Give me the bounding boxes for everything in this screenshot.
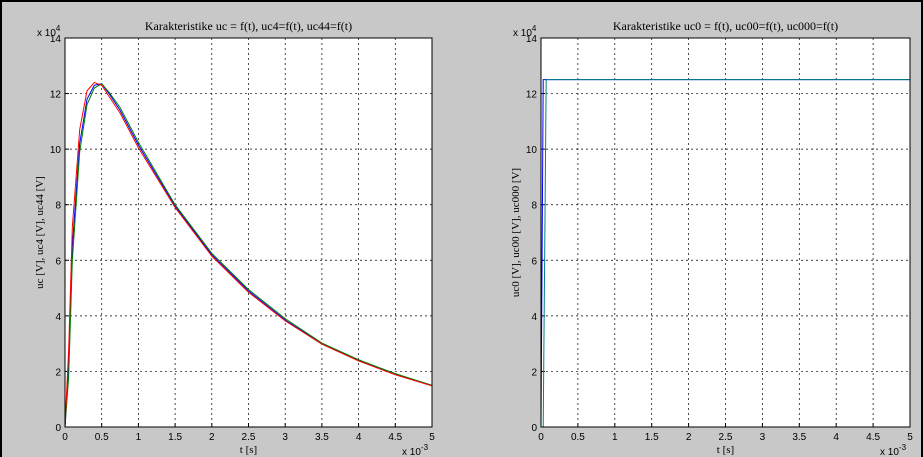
x-tick-label: 0 bbox=[62, 432, 68, 443]
x-tick-label: 0 bbox=[538, 432, 544, 443]
data-line bbox=[64, 81, 433, 428]
y-tick-label: 14 bbox=[526, 34, 538, 45]
y-tick-label: 0 bbox=[531, 423, 537, 434]
x-tick-label: 2 bbox=[209, 432, 215, 443]
x-multiplier: x 10-3 bbox=[402, 443, 429, 457]
y-tick-label: 2 bbox=[531, 367, 537, 378]
x-tick-label: 3.5 bbox=[315, 432, 329, 443]
x-tick-label: 4 bbox=[833, 432, 839, 443]
x-tick-label: 4 bbox=[356, 432, 362, 443]
x-multiplier-base: x 10 bbox=[880, 447, 899, 457]
x-tick-label: 1.5 bbox=[168, 432, 182, 443]
y-tick-label: 10 bbox=[50, 145, 62, 156]
x-tick-label: 4.5 bbox=[866, 432, 880, 443]
x-tick-label: 2 bbox=[686, 432, 692, 443]
x-axis-label: t [s] bbox=[240, 444, 257, 456]
y-axis-label: uc0 [V], uc00 [V], uc000 [V] bbox=[510, 168, 522, 297]
y-tick-label: 0 bbox=[55, 423, 61, 434]
x-tick-label: 5 bbox=[429, 432, 435, 443]
x-tick-label: 1 bbox=[136, 432, 142, 443]
y-tick-label: 12 bbox=[50, 90, 62, 101]
y-multiplier: x 104 bbox=[37, 24, 61, 39]
y-tick-label: 14 bbox=[50, 34, 62, 45]
x-tick-label: 4.5 bbox=[388, 432, 402, 443]
y-tick-label: 8 bbox=[531, 201, 537, 212]
y-multiplier-base: x 10 bbox=[513, 28, 532, 39]
y-multiplier: x 104 bbox=[513, 24, 537, 39]
x-tick-label: 3 bbox=[282, 432, 288, 443]
data-line bbox=[64, 83, 433, 428]
chart-title: Karakteristike uc = f(t), uc4=f(t), uc44… bbox=[145, 19, 352, 33]
x-multiplier-exp: -3 bbox=[899, 443, 907, 452]
y-multiplier-base: x 10 bbox=[37, 28, 56, 39]
x-tick-label: 2.5 bbox=[242, 432, 256, 443]
y-multiplier-exp: 4 bbox=[56, 24, 61, 33]
axes-box bbox=[540, 37, 911, 428]
x-tick-label: 2.5 bbox=[719, 432, 733, 443]
plot-area bbox=[65, 38, 432, 427]
data-line bbox=[64, 83, 433, 428]
y-tick-label: 10 bbox=[526, 145, 538, 156]
x-tick-label: 1 bbox=[612, 432, 618, 443]
y-tick-label: 8 bbox=[55, 201, 61, 212]
x-tick-label: 1.5 bbox=[645, 432, 659, 443]
x-axis-label: t [s] bbox=[717, 444, 734, 456]
plot-area bbox=[541, 38, 910, 427]
y-multiplier-exp: 4 bbox=[532, 24, 537, 33]
y-tick-label: 6 bbox=[55, 256, 61, 267]
x-multiplier-base: x 10 bbox=[402, 447, 421, 457]
axes-box bbox=[64, 37, 433, 428]
x-tick-label: 3.5 bbox=[792, 432, 806, 443]
x-tick-label: 0.5 bbox=[95, 432, 109, 443]
chart-title: Karakteristike uc0 = f(t), uc00=f(t), uc… bbox=[613, 19, 838, 33]
y-tick-label: 4 bbox=[531, 312, 537, 323]
y-tick-label: 12 bbox=[526, 90, 538, 101]
x-tick-label: 5 bbox=[907, 432, 913, 443]
x-tick-label: 3 bbox=[760, 432, 766, 443]
y-tick-label: 4 bbox=[55, 312, 61, 323]
x-tick-label: 0.5 bbox=[571, 432, 585, 443]
x-multiplier: x 10-3 bbox=[880, 443, 907, 457]
y-axis-label: uc [V], uc4 [V], uc44 [V] bbox=[34, 176, 46, 289]
x-multiplier-exp: -3 bbox=[421, 443, 429, 452]
y-tick-label: 2 bbox=[55, 367, 61, 378]
y-tick-label: 6 bbox=[531, 256, 537, 267]
